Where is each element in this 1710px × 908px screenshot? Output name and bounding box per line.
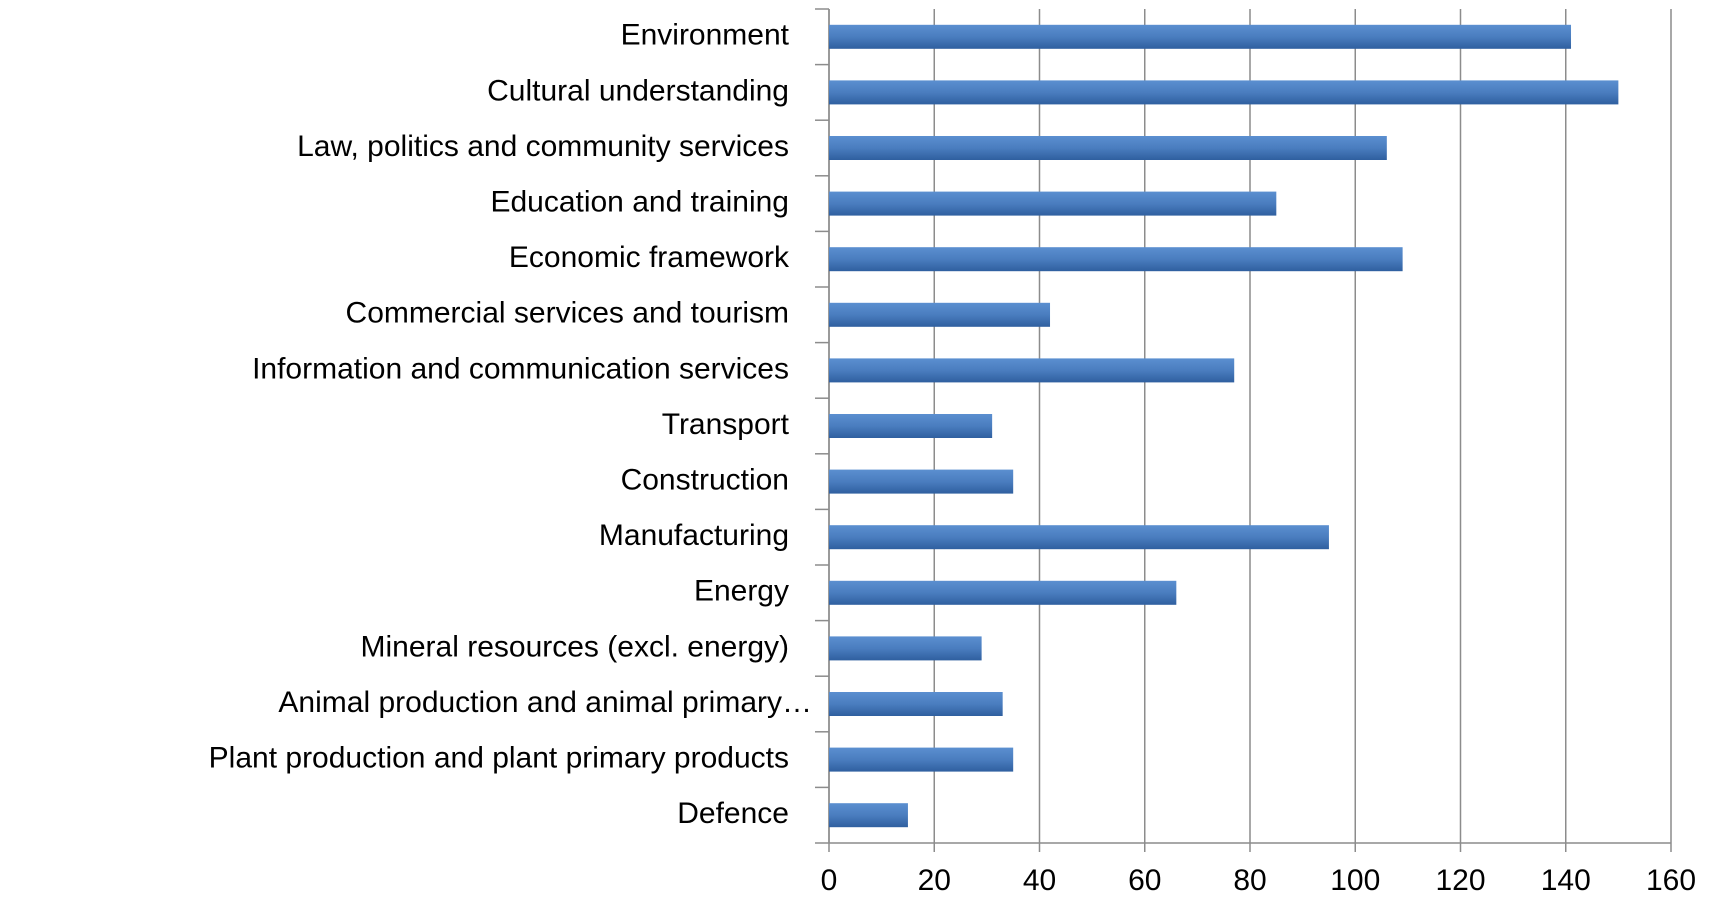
bar (829, 302, 1051, 327)
bar (829, 803, 908, 828)
bar (829, 24, 1572, 49)
x-tick-label: 120 (1435, 864, 1485, 897)
bar (829, 469, 1014, 494)
bar (829, 692, 1003, 716)
bar (829, 247, 1403, 272)
y-tick-label: Cultural understanding (487, 74, 789, 107)
y-tick-label: Transport (662, 408, 790, 441)
y-tick-label: Manufacturing (599, 519, 789, 552)
x-tick-label: 80 (1233, 864, 1266, 897)
y-tick-label: Information and communication services (252, 352, 789, 385)
y-tick-label: Economic framework (509, 241, 790, 274)
x-tick-label: 140 (1541, 864, 1591, 897)
bar (829, 525, 1329, 550)
x-tick-label: 40 (1023, 864, 1056, 897)
y-tick-label: Construction (621, 464, 789, 497)
bar (829, 580, 1177, 605)
bar (829, 136, 1387, 160)
bar (829, 636, 982, 661)
y-tick-label: Animal production and animal primary… (278, 686, 812, 719)
y-tick-label: Environment (621, 19, 790, 52)
y-tick-label: Plant production and plant primary produ… (209, 742, 789, 775)
y-tick-label: Law, politics and community services (297, 130, 789, 163)
bar (829, 747, 1014, 772)
y-tick-label: Defence (677, 797, 789, 830)
x-tick-label: 60 (1128, 864, 1161, 897)
bar (829, 191, 1277, 216)
x-tick-label: 100 (1330, 864, 1380, 897)
y-tick-label: Commercial services and tourism (346, 297, 789, 330)
y-tick-label: Mineral resources (excl. energy) (361, 630, 789, 663)
x-tick-label: 0 (821, 864, 838, 897)
bar (829, 414, 993, 438)
bar (829, 80, 1619, 105)
bar (829, 358, 1235, 383)
y-tick-label: Energy (694, 575, 789, 608)
x-tick-label: 160 (1646, 864, 1696, 897)
y-tick-label: Education and training (490, 186, 789, 219)
x-tick-label: 20 (918, 864, 951, 897)
